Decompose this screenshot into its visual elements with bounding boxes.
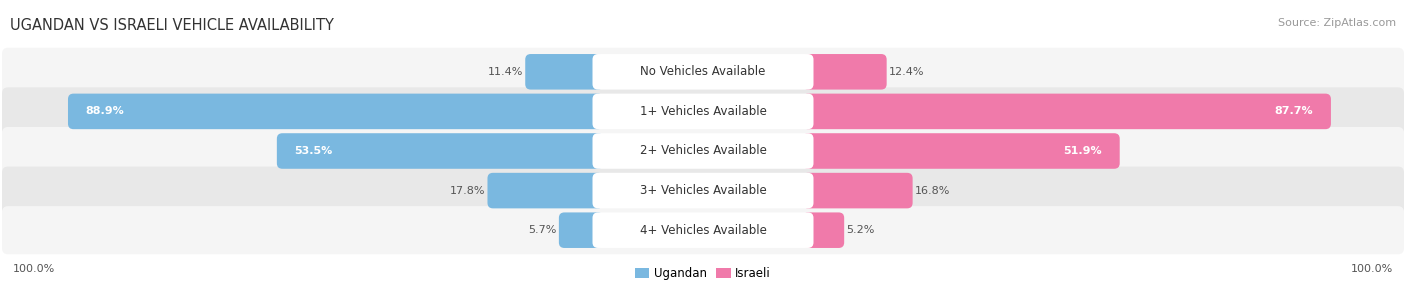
FancyBboxPatch shape [592, 94, 814, 129]
FancyBboxPatch shape [592, 133, 814, 169]
Text: 2+ Vehicles Available: 2+ Vehicles Available [640, 144, 766, 158]
FancyBboxPatch shape [1, 206, 1405, 254]
Text: 5.2%: 5.2% [846, 225, 875, 235]
Text: 53.5%: 53.5% [294, 146, 333, 156]
Text: 88.9%: 88.9% [86, 106, 124, 116]
Text: 5.7%: 5.7% [529, 225, 557, 235]
FancyBboxPatch shape [803, 173, 912, 208]
FancyBboxPatch shape [277, 133, 603, 169]
Text: UGANDAN VS ISRAELI VEHICLE AVAILABILITY: UGANDAN VS ISRAELI VEHICLE AVAILABILITY [10, 18, 333, 33]
FancyBboxPatch shape [1, 87, 1405, 136]
Text: 100.0%: 100.0% [1351, 264, 1393, 274]
FancyBboxPatch shape [592, 54, 814, 90]
Text: 4+ Vehicles Available: 4+ Vehicles Available [640, 224, 766, 237]
Legend: Ugandan, Israeli: Ugandan, Israeli [636, 267, 770, 280]
Text: 87.7%: 87.7% [1275, 106, 1313, 116]
FancyBboxPatch shape [592, 212, 814, 248]
Text: 1+ Vehicles Available: 1+ Vehicles Available [640, 105, 766, 118]
FancyBboxPatch shape [1, 48, 1405, 96]
FancyBboxPatch shape [488, 173, 603, 208]
FancyBboxPatch shape [803, 94, 1331, 129]
FancyBboxPatch shape [803, 54, 887, 90]
FancyBboxPatch shape [67, 94, 603, 129]
FancyBboxPatch shape [558, 212, 603, 248]
Text: 3+ Vehicles Available: 3+ Vehicles Available [640, 184, 766, 197]
FancyBboxPatch shape [803, 133, 1119, 169]
Text: Source: ZipAtlas.com: Source: ZipAtlas.com [1278, 18, 1396, 28]
FancyBboxPatch shape [1, 166, 1405, 215]
FancyBboxPatch shape [592, 173, 814, 208]
Text: 51.9%: 51.9% [1063, 146, 1102, 156]
FancyBboxPatch shape [526, 54, 603, 90]
FancyBboxPatch shape [1, 127, 1405, 175]
FancyBboxPatch shape [803, 212, 844, 248]
Text: 17.8%: 17.8% [450, 186, 485, 196]
Text: 12.4%: 12.4% [889, 67, 925, 77]
Text: 100.0%: 100.0% [13, 264, 55, 274]
Text: 16.8%: 16.8% [915, 186, 950, 196]
Text: No Vehicles Available: No Vehicles Available [640, 65, 766, 78]
Text: 11.4%: 11.4% [488, 67, 523, 77]
